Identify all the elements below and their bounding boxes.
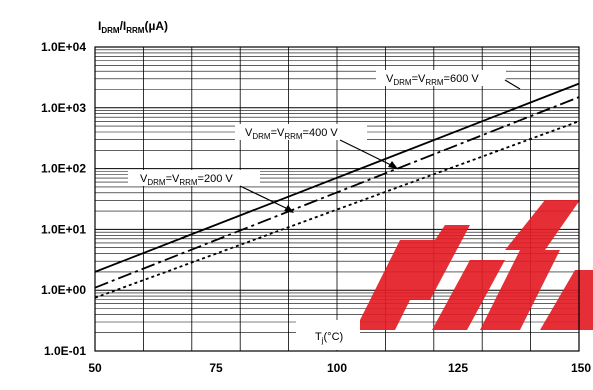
- ann-200-tail: =200 V: [198, 173, 234, 185]
- x-tick-labels: 50 75 100 125 150: [88, 361, 591, 375]
- series-line-3: [94, 120, 580, 299]
- annotation-400v: VDRM=VRRM=400 V: [235, 124, 398, 169]
- watermark-logo: [355, 200, 593, 330]
- x-tick-label: 100: [327, 361, 347, 375]
- ann-600-base: V: [386, 73, 394, 85]
- ann-200-mid: =V: [166, 173, 180, 185]
- y-tick-label: 1.0E+03: [41, 101, 86, 115]
- plot-frame: [94, 46, 580, 352]
- ann-600-sub2: RRM: [425, 78, 444, 87]
- title-remnant: [60, 0, 593, 6]
- ylabel-b: /I: [120, 19, 127, 33]
- xlabel-b: (°C): [324, 331, 344, 343]
- xlabel-a: T: [315, 331, 322, 343]
- ann-600-mid: =V: [412, 73, 426, 85]
- y-tick-label: 1.0E-01: [44, 344, 86, 358]
- ann-400-sub1: DRM: [252, 132, 271, 141]
- svg-text:VDRM=VRRM=200 V: VDRM=VRRM=200 V: [140, 173, 233, 187]
- xlabel-sub: j: [321, 336, 324, 345]
- x-tick-label: 125: [448, 361, 468, 375]
- svg-text:VDRM=VRRM=400 V: VDRM=VRRM=400 V: [245, 127, 338, 141]
- ann-400-mid: =V: [271, 127, 285, 139]
- y-tick-label: 1.0E+04: [41, 40, 86, 54]
- svg-text:Tj(°C): Tj(°C): [315, 331, 343, 345]
- x-axis-label: Tj(°C): [296, 320, 360, 350]
- y-tick-labels: 1.0E-01 1.0E+00 1.0E+01 1.0E+02 1.0E+03 1.0E+…: [41, 40, 86, 358]
- ann-400-tail: =400 V: [303, 127, 339, 139]
- y-tick-label: 1.0E+02: [41, 162, 86, 176]
- ann-400-sub2: RRM: [284, 132, 303, 141]
- y-tick-label: 1.0E+01: [41, 222, 86, 236]
- x-tick-label: 50: [88, 361, 102, 375]
- series-lines: [94, 82, 580, 299]
- y-tick-label: 1.0E+00: [41, 283, 86, 297]
- svg-text:VDRM=VRRM=600 V: VDRM=VRRM=600 V: [386, 73, 479, 87]
- annotation-200v: VDRM=VRRM=200 V: [128, 170, 294, 213]
- ann-200-sub2: RRM: [179, 178, 198, 187]
- ann-200-sub1: DRM: [147, 178, 166, 187]
- annotation-600v: VDRM=VRRM=600 V: [376, 70, 521, 90]
- x-tick-label: 150: [571, 361, 591, 375]
- series-line-1: [94, 82, 580, 273]
- ylabel-b-sub: RRM: [126, 26, 145, 35]
- ann-600-tail: =600 V: [444, 73, 480, 85]
- ann-200-base: V: [140, 173, 148, 185]
- ylabel-a-sub: DRM: [101, 26, 120, 35]
- series-line-2: [94, 96, 580, 289]
- ylabel-c: (µA): [144, 19, 168, 33]
- y-axis-label: IDRM/IRRM(µA): [98, 19, 168, 35]
- ann-600-sub1: DRM: [393, 78, 412, 87]
- ann-400-base: V: [245, 127, 253, 139]
- ylabel-a: I: [98, 19, 101, 33]
- x-tick-label: 75: [209, 361, 223, 375]
